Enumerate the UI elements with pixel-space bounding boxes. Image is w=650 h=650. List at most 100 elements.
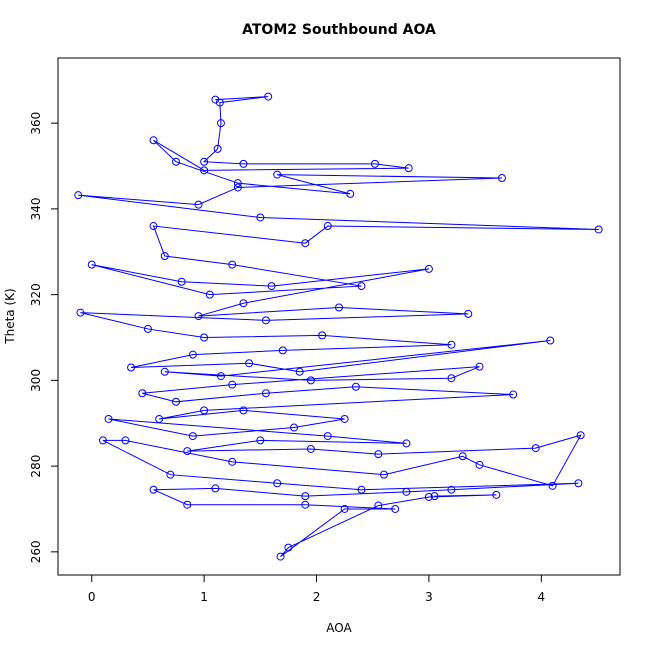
point <box>261 316 270 325</box>
point <box>273 479 282 488</box>
point <box>447 485 456 494</box>
point <box>127 363 136 372</box>
x-tick-label: 4 <box>537 590 545 604</box>
point <box>233 179 242 188</box>
point <box>402 439 411 448</box>
point <box>574 479 583 488</box>
y-tick-label: 260 <box>29 540 43 563</box>
point <box>200 166 209 175</box>
point <box>301 239 310 248</box>
point <box>267 282 276 291</box>
point <box>290 423 299 432</box>
point <box>447 374 456 383</box>
point <box>301 500 310 509</box>
point <box>531 444 540 453</box>
point <box>306 444 315 453</box>
point <box>346 189 355 198</box>
point <box>155 414 164 423</box>
point <box>261 389 270 398</box>
x-tick-label: 1 <box>200 590 208 604</box>
y-axis-label: Theta (K) <box>3 288 17 344</box>
point <box>318 331 327 340</box>
point <box>200 157 209 166</box>
point <box>340 504 349 513</box>
point <box>374 501 383 510</box>
point <box>74 191 83 200</box>
x-tick-label: 0 <box>88 590 96 604</box>
point <box>404 164 413 173</box>
point <box>149 485 158 494</box>
point <box>492 490 501 499</box>
point <box>273 170 282 179</box>
point <box>121 436 130 445</box>
point <box>205 290 214 299</box>
point <box>211 484 220 493</box>
series-line <box>78 96 599 557</box>
point <box>160 252 169 261</box>
point <box>424 264 433 273</box>
point <box>149 136 158 145</box>
point <box>216 372 225 381</box>
point <box>98 436 107 445</box>
point <box>239 159 248 168</box>
point <box>323 222 332 231</box>
point <box>228 260 237 269</box>
point <box>239 299 248 308</box>
point <box>256 436 265 445</box>
point <box>160 367 169 376</box>
point <box>215 98 224 107</box>
x-tick-label: 2 <box>313 590 321 604</box>
point <box>172 397 181 406</box>
y-tick-label: 360 <box>29 112 43 135</box>
point <box>323 432 332 441</box>
point <box>143 324 152 333</box>
point <box>239 406 248 415</box>
point <box>509 390 518 399</box>
point <box>188 432 197 441</box>
point <box>172 157 181 166</box>
point <box>295 367 304 376</box>
point <box>391 504 400 513</box>
point <box>138 389 147 398</box>
point <box>576 431 585 440</box>
point <box>87 260 96 269</box>
point <box>379 470 388 479</box>
point <box>424 492 433 501</box>
point <box>464 309 473 318</box>
point <box>245 359 254 368</box>
y-tick-label: 320 <box>29 283 43 306</box>
point <box>149 222 158 231</box>
point <box>335 303 343 312</box>
point <box>301 492 310 501</box>
point <box>213 144 222 153</box>
point <box>340 414 349 423</box>
point <box>546 336 555 345</box>
point <box>233 183 242 192</box>
point <box>458 452 467 461</box>
point <box>194 200 203 209</box>
point <box>284 543 293 552</box>
point <box>430 492 439 501</box>
point <box>475 362 484 371</box>
x-axis-label: AOA <box>326 621 352 635</box>
chart-title: ATOM2 Southbound AOA <box>242 22 436 38</box>
point <box>447 340 456 349</box>
point <box>200 333 209 342</box>
point <box>194 312 203 321</box>
plot-frame <box>57 57 621 576</box>
point <box>166 470 175 479</box>
point <box>216 119 225 128</box>
point <box>200 406 209 415</box>
point <box>76 308 85 317</box>
point <box>276 552 285 561</box>
point <box>183 447 192 456</box>
point <box>177 277 186 286</box>
point <box>351 382 360 391</box>
point <box>475 460 484 469</box>
point <box>188 350 197 359</box>
point <box>402 487 411 496</box>
y-tick-label: 280 <box>29 455 43 478</box>
point <box>357 282 366 291</box>
y-tick-label: 340 <box>29 197 43 220</box>
